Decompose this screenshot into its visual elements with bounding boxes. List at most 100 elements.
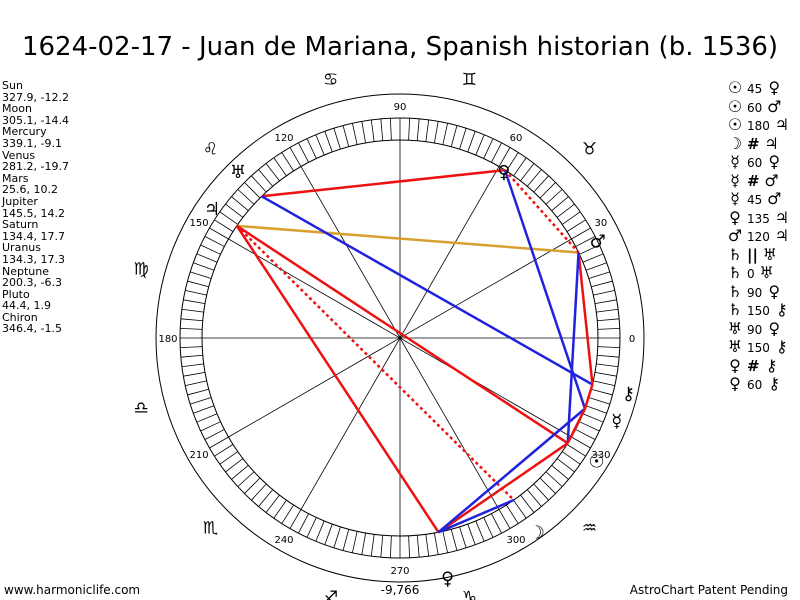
zodiac-sign-icon: ♎: [134, 398, 149, 418]
planet-glyph-icon: ♀: [441, 568, 454, 589]
degree-tick: [597, 346, 620, 348]
planet-glyph-icon: ♀: [768, 152, 781, 171]
degree-tick: [190, 397, 212, 405]
degree-tick: [237, 471, 255, 487]
aspect-row: ♄ 90 ♀: [726, 282, 791, 301]
planet-coords: 44.4, 1.9: [2, 299, 51, 313]
planet-glyph-icon: ♃: [774, 226, 790, 245]
aspect-row: ☽ # ♃: [726, 134, 791, 153]
degree-tick: [187, 280, 209, 288]
degree-tick: [579, 244, 600, 255]
degree-tick: [370, 119, 375, 142]
aspect-value: #: [747, 171, 760, 190]
planet-coords: 281.2, -19.7: [2, 160, 69, 174]
degree-tick: [180, 354, 203, 358]
degree-tick: [244, 182, 261, 199]
aspect-value: ||: [747, 245, 758, 264]
planet-coords: 327.9, -12.2: [2, 90, 69, 104]
planet-glyph-icon: ⚷: [776, 300, 788, 319]
planet-glyph-icon: ☿: [611, 411, 622, 432]
aspect-value: 90: [747, 285, 763, 300]
aspect-row: ☿ 45 ♂: [726, 189, 791, 208]
planet-glyph-icon: ♀: [768, 318, 781, 338]
degree-tick: [442, 531, 449, 553]
degree-tick: [273, 157, 287, 177]
degree-tick: [361, 121, 367, 144]
planet-coords: 134.3, 17.3: [2, 252, 65, 266]
center-value: -9,766: [380, 583, 420, 597]
degree-tick: [342, 125, 350, 147]
planet-glyph-icon: ☉: [727, 96, 743, 116]
zodiac-sign-icon: ♉: [582, 139, 597, 159]
degree-tick: [214, 219, 234, 232]
degree-tick: [526, 169, 542, 187]
degree-tick: [526, 489, 542, 507]
zodiac-sign-icon: ♒: [582, 519, 597, 539]
degree-tick: [450, 529, 458, 551]
planet-glyph-icon: ♃: [774, 115, 790, 134]
degree-tick: [593, 380, 615, 387]
degree-tick: [566, 444, 586, 457]
aspect-value: #: [747, 356, 760, 375]
degree-tick: [351, 123, 358, 145]
planet-glyph-icon: ♀: [768, 281, 781, 301]
planet-glyph-icon: ♂: [727, 226, 743, 245]
planet-glyph-icon: ♃: [204, 199, 220, 220]
aspect-line: [437, 442, 569, 534]
degree-tick: [597, 354, 620, 358]
degree-tick: [442, 123, 449, 145]
house-axis-lines: [202, 140, 598, 536]
planet-name: Mars: [2, 171, 29, 185]
planet-name: Uranus: [2, 241, 41, 255]
aspect-value: 45: [747, 193, 763, 207]
degree-tick: [370, 534, 375, 557]
degree-label: 210: [190, 450, 209, 461]
planet-coords: 200.3, -6.3: [2, 276, 62, 290]
degree-tick: [483, 138, 494, 159]
degree-tick: [591, 388, 613, 396]
degree-tick: [475, 520, 485, 542]
aspect-row: ♀ 135 ♃: [726, 208, 791, 227]
degree-tick: [251, 175, 267, 193]
planet-glyph-icon: ♄: [727, 263, 743, 282]
planet-name: Chiron: [2, 310, 38, 324]
aspect-line: [236, 224, 579, 254]
aspect-value: 60: [747, 156, 763, 170]
aspect-list: ☉ 45 ♀ ☉ 60 ♂ ☉ 180 ♃ ☽ # ♃ ☿ 60 ♀ ☿ # ♂ ☿ 45 ♂ ♀ 135 ♃ ♂ 120 ♃ ♄ ||…: [726, 78, 791, 393]
degree-tick: [333, 526, 341, 548]
aspect-line: [566, 408, 587, 444]
aspect-row: ☿ # ♂: [726, 171, 791, 190]
degree-tick: [551, 196, 569, 212]
footer-website[interactable]: www.harmoniclife.com: [4, 583, 141, 597]
aspect-value: 135: [747, 211, 770, 226]
aspect-value: 60: [747, 100, 763, 115]
planet-glyph-icon: ♅: [759, 263, 774, 282]
aspect-line: [437, 407, 586, 534]
degree-tick: [183, 299, 206, 305]
degree-tick: [196, 253, 218, 263]
degree-tick: [209, 227, 229, 240]
house-line: [228, 238, 572, 438]
planet-glyph-icon: ♀: [768, 78, 781, 97]
aspect-value: 150: [747, 341, 770, 355]
zodiac-sign-icon: ♏: [203, 519, 218, 539]
chart-title: 1624-02-17 - Juan de Mariana, Spanish hi…: [21, 32, 779, 62]
degree-tick: [315, 134, 325, 156]
degree-tick: [225, 458, 244, 473]
degree-label: 150: [190, 218, 209, 229]
aspect-row: ♅ 90 ♀: [726, 319, 791, 338]
planet-coords: 305.1, -14.4: [2, 113, 69, 127]
aspect-line: [437, 498, 515, 534]
aspect-row: ♄ 0 ♅: [726, 263, 791, 282]
degree-tick: [298, 142, 309, 163]
degree-tick: [200, 244, 221, 255]
degree-tick: [582, 413, 604, 423]
planet-glyph-icon: ☿: [730, 189, 740, 208]
degree-tick: [556, 203, 575, 218]
planet-glyph-icon: ♀: [729, 374, 741, 393]
aspect-line: [577, 252, 594, 385]
degree-tick: [433, 121, 439, 144]
degree-tick: [187, 388, 209, 396]
aspect-row: ☉ 60 ♂: [726, 97, 791, 116]
degree-tick: [520, 494, 535, 513]
